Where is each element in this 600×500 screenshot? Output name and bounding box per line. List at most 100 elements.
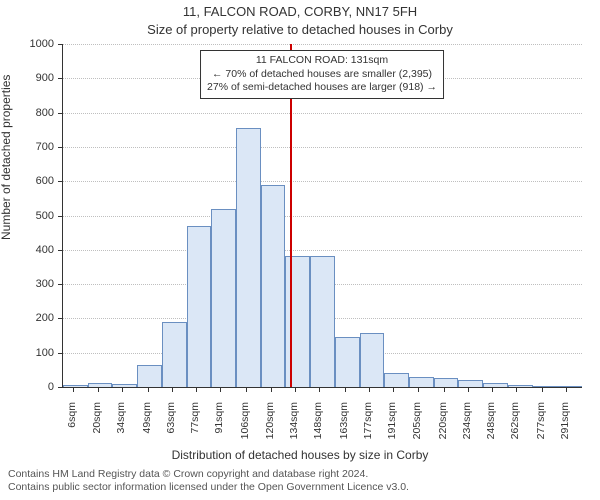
gridline [63, 181, 582, 182]
y-tick-label: 400 [0, 244, 54, 256]
legend-box: 11 FALCON ROAD: 131sqm← 70% of detached … [200, 50, 444, 99]
x-tick-mark [73, 387, 74, 392]
histogram-bar [261, 185, 286, 387]
gridline [63, 250, 582, 251]
y-tick-label: 100 [0, 347, 54, 359]
x-tick-label: 177sqm [362, 402, 374, 452]
footer-attribution: Contains HM Land Registry data © Crown c… [8, 468, 409, 494]
x-tick-label: 91sqm [213, 402, 225, 452]
histogram-bar [483, 383, 508, 387]
gridline [63, 44, 582, 45]
histogram-bar [310, 256, 335, 387]
x-tick-label: 63sqm [165, 402, 177, 452]
histogram-bar [434, 378, 459, 387]
y-tick-mark [58, 250, 63, 251]
y-tick-label: 300 [0, 278, 54, 290]
y-tick-mark [58, 78, 63, 79]
y-tick-mark [58, 216, 63, 217]
x-tick-label: 262sqm [509, 402, 521, 452]
x-tick-mark [148, 387, 149, 392]
histogram-bar [211, 209, 236, 387]
x-tick-label: 106sqm [239, 402, 251, 452]
x-tick-label: 49sqm [141, 402, 153, 452]
y-tick-label: 900 [0, 72, 54, 84]
histogram-bar [409, 377, 434, 387]
histogram-bar [162, 322, 187, 387]
x-tick-mark [246, 387, 247, 392]
x-tick-mark [393, 387, 394, 392]
histogram-bar [63, 385, 88, 387]
gridline [63, 216, 582, 217]
histogram-bar [137, 365, 162, 387]
histogram-bar [236, 128, 261, 387]
legend-line-1: 11 FALCON ROAD: 131sqm [207, 54, 437, 68]
histogram-bar [458, 380, 483, 387]
x-tick-mark [122, 387, 123, 392]
histogram-bar [533, 386, 558, 387]
x-tick-label: 205sqm [411, 402, 423, 452]
footer-line-2: Contains public sector information licen… [8, 481, 409, 494]
y-tick-label: 800 [0, 107, 54, 119]
chart-title: 11, FALCON ROAD, CORBY, NN17 5FH [0, 4, 600, 19]
x-tick-mark [468, 387, 469, 392]
x-tick-mark [98, 387, 99, 392]
x-tick-label: 234sqm [461, 402, 473, 452]
y-tick-label: 0 [0, 381, 54, 393]
x-tick-mark [444, 387, 445, 392]
x-tick-label: 6sqm [66, 402, 78, 452]
x-tick-label: 148sqm [312, 402, 324, 452]
x-tick-mark [542, 387, 543, 392]
x-tick-label: 277sqm [535, 402, 547, 452]
y-tick-label: 200 [0, 312, 54, 324]
x-tick-mark [319, 387, 320, 392]
histogram-bar [335, 337, 360, 387]
histogram-bar [384, 373, 409, 387]
x-tick-mark [220, 387, 221, 392]
chart-container: 11, FALCON ROAD, CORBY, NN17 5FH Size of… [0, 0, 600, 500]
y-tick-label: 600 [0, 175, 54, 187]
y-tick-mark [58, 353, 63, 354]
y-tick-label: 1000 [0, 38, 54, 50]
x-tick-label: 77sqm [189, 402, 201, 452]
x-tick-mark [566, 387, 567, 392]
gridline [63, 113, 582, 114]
histogram-bar [112, 384, 137, 387]
y-tick-mark [58, 147, 63, 148]
y-tick-mark [58, 284, 63, 285]
x-tick-mark [369, 387, 370, 392]
x-tick-mark [172, 387, 173, 392]
y-tick-label: 700 [0, 141, 54, 153]
y-tick-mark [58, 113, 63, 114]
y-tick-mark [58, 318, 63, 319]
x-tick-label: 34sqm [115, 402, 127, 452]
x-tick-mark [418, 387, 419, 392]
x-tick-mark [516, 387, 517, 392]
x-tick-label: 220sqm [437, 402, 449, 452]
x-tick-mark [295, 387, 296, 392]
x-tick-label: 20sqm [91, 402, 103, 452]
histogram-bar [557, 386, 582, 387]
x-tick-label: 248sqm [485, 402, 497, 452]
x-tick-label: 291sqm [559, 402, 571, 452]
legend-line-3: 27% of semi-detached houses are larger (… [207, 81, 437, 95]
histogram-bar [187, 226, 212, 387]
legend-line-2: ← 70% of detached houses are smaller (2,… [207, 68, 437, 82]
x-tick-label: 163sqm [338, 402, 350, 452]
x-tick-label: 134sqm [288, 402, 300, 452]
y-tick-mark [58, 387, 63, 388]
y-tick-mark [58, 44, 63, 45]
y-tick-mark [58, 181, 63, 182]
x-tick-mark [271, 387, 272, 392]
y-tick-label: 500 [0, 210, 54, 222]
chart-subtitle: Size of property relative to detached ho… [0, 22, 600, 37]
histogram-bar [508, 385, 533, 387]
x-tick-mark [196, 387, 197, 392]
histogram-bar [88, 383, 113, 387]
x-tick-label: 191sqm [386, 402, 398, 452]
x-tick-mark [345, 387, 346, 392]
gridline [63, 147, 582, 148]
footer-line-1: Contains HM Land Registry data © Crown c… [8, 468, 409, 481]
x-tick-mark [492, 387, 493, 392]
histogram-bar [360, 333, 385, 387]
x-tick-label: 120sqm [264, 402, 276, 452]
